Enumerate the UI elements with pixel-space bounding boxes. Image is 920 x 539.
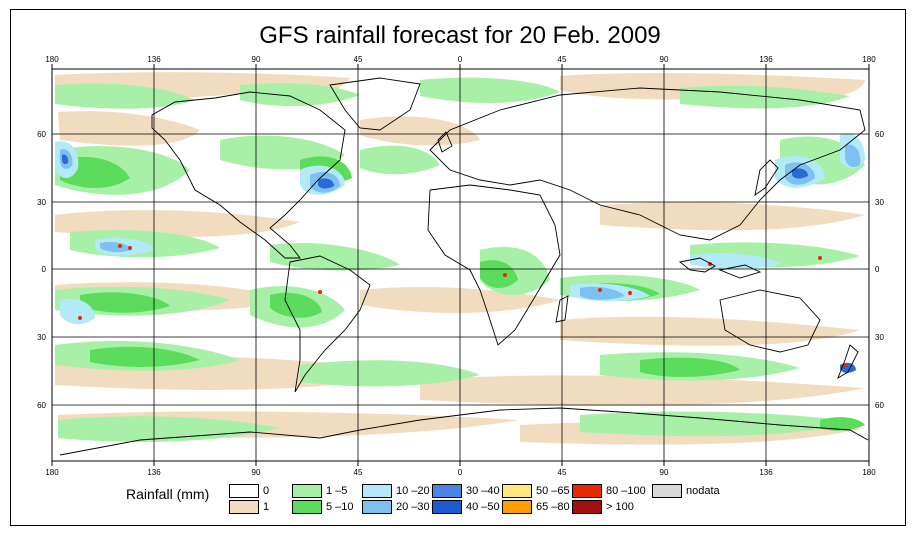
lon-label: 136: [759, 468, 773, 477]
new-zealand: [837, 344, 859, 380]
rainfall-field: [52, 69, 869, 461]
north-america: [151, 91, 346, 259]
legend-swatch: [362, 500, 392, 514]
legend-label: 50 –65: [536, 485, 570, 497]
lon-label: 136: [147, 55, 161, 64]
legend-title: Rainfall (mm): [126, 486, 210, 502]
legend-label: nodata: [686, 485, 720, 497]
greenland: [329, 77, 421, 131]
legend-label: 65 –80: [536, 501, 570, 513]
lon-label: 45: [558, 55, 567, 64]
south-america: [284, 255, 371, 393]
lon-labels-bottom: 180 136 90 45 0 45 90 136 180: [45, 468, 876, 477]
legend-swatch: [502, 500, 532, 514]
lat-label: 30: [37, 198, 46, 207]
rain-30-50-areas: [62, 154, 856, 373]
lon-label: 180: [45, 55, 59, 64]
legend-swatch: [502, 484, 532, 498]
antarctica: [59, 407, 869, 456]
madagascar: [555, 295, 569, 323]
legend-label: 1 –5: [326, 485, 348, 497]
legend-swatch: [292, 484, 322, 498]
lat-label: 0: [42, 265, 47, 274]
lat-labels-right: 60 30 0 30 60: [875, 130, 884, 410]
lon-label: 90: [252, 55, 261, 64]
lon-label: 180: [45, 468, 59, 477]
japan: [754, 159, 779, 197]
lon-label: 45: [354, 55, 363, 64]
lon-label: 136: [759, 55, 773, 64]
legend-swatch: [229, 500, 259, 514]
lon-label: 0: [458, 55, 463, 64]
legend-label: 20 –30: [396, 501, 430, 513]
legend-swatch: [572, 484, 602, 498]
legend-swatch: [572, 500, 602, 514]
legend-label: > 100: [606, 501, 634, 513]
lat-label: 30: [875, 198, 884, 207]
africa: [427, 184, 561, 346]
lat-label: 0: [875, 265, 880, 274]
lon-label: 90: [252, 468, 261, 477]
legend-label: 30 –40: [466, 485, 500, 497]
lat-label: 60: [875, 401, 884, 410]
legend-swatch: [432, 484, 462, 498]
legend-swatch: [229, 484, 259, 498]
graticule: [52, 69, 869, 461]
lat-label: 30: [875, 333, 884, 342]
lon-label: 90: [660, 468, 669, 477]
uk: [437, 131, 453, 153]
lat-label: 60: [37, 401, 46, 410]
map-title: GFS rainfall forecast for 20 Feb. 2009: [259, 22, 661, 49]
lon-label: 136: [147, 468, 161, 477]
australia: [719, 289, 821, 353]
lat-label: 60: [875, 130, 884, 139]
legend-label: 0: [263, 485, 270, 497]
legend-label: 80 –100: [606, 485, 646, 497]
legend-swatch: [362, 484, 392, 498]
europe-asia: [429, 87, 866, 241]
lon-label: 180: [862, 55, 876, 64]
tick-marks: [51, 64, 870, 466]
legend-label: 10 –20: [396, 485, 430, 497]
lon-label: 45: [558, 468, 567, 477]
legend-swatch: [432, 500, 462, 514]
lat-labels-left: 60 30 0 30 60: [37, 130, 46, 410]
rain-80-100-spots: [78, 244, 847, 368]
legend-swatch: [652, 484, 682, 498]
lat-label: 30: [37, 333, 46, 342]
legend-label: 1: [263, 501, 270, 513]
lon-label: 90: [660, 55, 669, 64]
legend-swatch: [292, 500, 322, 514]
lat-label: 60: [37, 130, 46, 139]
lon-label: 45: [354, 468, 363, 477]
lon-label: 180: [862, 468, 876, 477]
legend-label: 40 –50: [466, 501, 500, 513]
lon-labels-top: 180 136 90 45 0 45 90 136 180: [45, 55, 876, 64]
legend-label: 5 –10: [326, 501, 354, 513]
lon-label: 0: [458, 468, 463, 477]
figure-frame: [10, 9, 906, 526]
